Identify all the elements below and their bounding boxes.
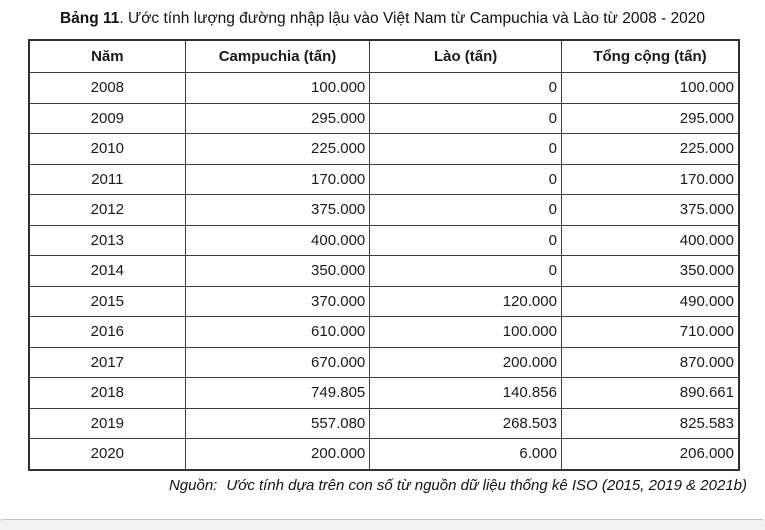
value-cell: 710.000 xyxy=(560,316,740,348)
year-cell: 2020 xyxy=(28,438,186,470)
value-cell: 225.000 xyxy=(560,133,740,165)
value-cell: 890.661 xyxy=(560,377,740,409)
value-cell: 170.000 xyxy=(184,163,371,195)
year-cell: 2016 xyxy=(28,316,186,348)
table-row: 2016 610.000 100.000 710.000 xyxy=(28,316,740,348)
value-cell: 350.000 xyxy=(560,255,740,287)
value-cell: 490.000 xyxy=(560,285,740,317)
source-text: Ước tính dựa trên con số từ nguồn dữ liệ… xyxy=(226,476,747,494)
table-row: 2019 557.080 268.503 825.583 xyxy=(28,407,740,439)
header-row: Năm Campuchia (tấn) Lào (tấn) Tổng cộng … xyxy=(28,39,740,73)
column-header-cambodia: Campuchia (tấn) xyxy=(184,39,371,73)
value-cell: 120.000 xyxy=(369,285,562,317)
year-cell: 2012 xyxy=(28,194,186,226)
year-cell: 2018 xyxy=(28,377,186,409)
bottom-panel-edge xyxy=(0,519,765,530)
value-cell: 870.000 xyxy=(560,346,740,378)
table-row: 2011 170.000 0 170.000 xyxy=(28,163,740,195)
year-cell: 2009 xyxy=(28,102,186,134)
value-cell: 0 xyxy=(369,72,562,104)
table-row: 2008 100.000 0 100.000 xyxy=(28,72,740,104)
table-row: 2013 400.000 0 400.000 xyxy=(28,224,740,256)
year-cell: 2015 xyxy=(28,285,186,317)
value-cell: 0 xyxy=(369,255,562,287)
table-title-text: . Ước tính lượng đường nhập lậu vào Việt… xyxy=(119,10,706,27)
table-row: 2009 295.000 0 295.000 xyxy=(28,102,740,134)
table-row: 2014 350.000 0 350.000 xyxy=(28,255,740,287)
value-cell: 400.000 xyxy=(184,224,371,256)
table-row: 2018 749.805 140.856 890.661 xyxy=(28,377,740,409)
table-row: 2017 670.000 200.000 870.000 xyxy=(28,346,740,378)
year-cell: 2011 xyxy=(28,163,186,195)
page-title: Bảng 11. Ước tính lượng đường nhập lậu v… xyxy=(0,0,765,29)
year-cell: 2008 xyxy=(28,72,186,104)
year-cell: 2019 xyxy=(28,407,186,439)
year-cell: 2017 xyxy=(28,346,186,378)
value-cell: 0 xyxy=(369,224,562,256)
value-cell: 0 xyxy=(369,102,562,134)
value-cell: 268.503 xyxy=(369,407,562,439)
table-row: 2012 375.000 0 375.000 xyxy=(28,194,740,226)
value-cell: 0 xyxy=(369,163,562,195)
table-row: 2015 370.000 120.000 490.000 xyxy=(28,285,740,317)
value-cell: 350.000 xyxy=(184,255,371,287)
value-cell: 825.583 xyxy=(560,407,740,439)
source-note: Nguồn: Ước tính dựa trên con số từ nguồn … xyxy=(0,477,765,494)
value-cell: 225.000 xyxy=(184,133,371,165)
year-cell: 2010 xyxy=(28,133,186,165)
value-cell: 749.805 xyxy=(184,377,371,409)
value-cell: 400.000 xyxy=(560,224,740,256)
value-cell: 295.000 xyxy=(560,102,740,134)
column-header-laos: Lào (tấn) xyxy=(369,39,562,73)
value-cell: 100.000 xyxy=(560,72,740,104)
table-row: 2020 200.000 6.000 206.000 xyxy=(28,438,740,470)
data-table: Năm Campuchia (tấn) Lào (tấn) Tổng cộng … xyxy=(28,39,740,471)
value-cell: 140.856 xyxy=(369,377,562,409)
value-cell: 6.000 xyxy=(369,438,562,470)
value-cell: 295.000 xyxy=(184,102,371,134)
value-cell: 200.000 xyxy=(184,438,371,470)
value-cell: 375.000 xyxy=(184,194,371,226)
table-number-label: Bảng 11 xyxy=(59,10,120,27)
value-cell: 370.000 xyxy=(184,285,371,317)
value-cell: 557.080 xyxy=(184,407,371,439)
year-cell: 2013 xyxy=(28,224,186,256)
value-cell: 670.000 xyxy=(184,346,371,378)
value-cell: 610.000 xyxy=(184,316,371,348)
table-body: 2008 100.000 0 100.000 2009 295.000 0 295.000 20… xyxy=(28,72,740,470)
value-cell: 375.000 xyxy=(560,194,740,226)
table-row: 2010 225.000 0 225.000 xyxy=(28,133,740,165)
value-cell: 100.000 xyxy=(369,316,562,348)
column-header-year: Năm xyxy=(28,39,186,73)
value-cell: 0 xyxy=(369,133,562,165)
value-cell: 100.000 xyxy=(184,72,371,104)
value-cell: 170.000 xyxy=(560,163,740,195)
year-cell: 2014 xyxy=(28,255,186,287)
value-cell: 206.000 xyxy=(560,438,740,470)
column-header-total: Tổng cộng (tấn) xyxy=(560,39,740,73)
value-cell: 0 xyxy=(369,194,562,226)
value-cell: 200.000 xyxy=(369,346,562,378)
source-label: Nguồn: xyxy=(168,476,218,494)
